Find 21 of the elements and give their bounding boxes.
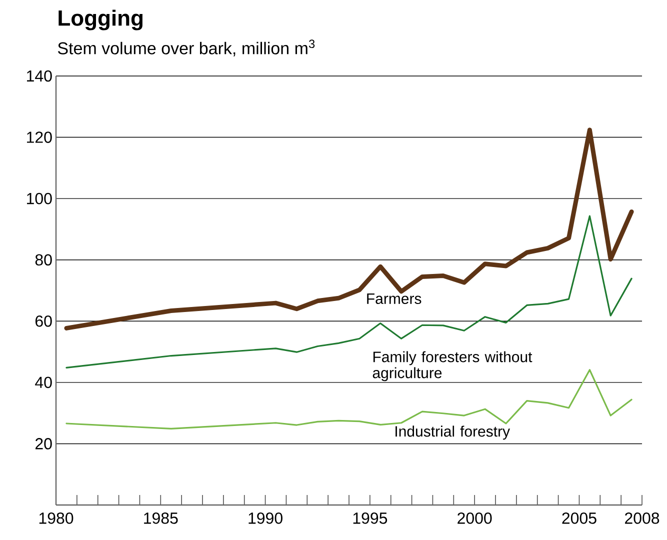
line-series <box>66 215 632 369</box>
x-tick-label: 2000 <box>458 512 492 524</box>
x-tick-label: 1990 <box>248 512 282 524</box>
y-tick-label: 100 <box>27 192 52 204</box>
x-tick-label: 2008 <box>625 512 660 524</box>
y-tick-label: 40 <box>35 376 52 388</box>
x-tick-label: 2005 <box>562 512 596 524</box>
chart-subtitle: Stem volume over bark, million m$^{3}$ <box>58 40 315 56</box>
y-tick-label: 80 <box>35 254 52 266</box>
y-tick-label: 20 <box>35 438 52 450</box>
y-tick-label: 120 <box>27 132 52 143</box>
y-tick-label: 140 <box>27 70 52 82</box>
series-label: Industrial forestry <box>396 426 510 440</box>
x-tick-label: 1980 <box>39 512 74 524</box>
line-series <box>64 128 634 330</box>
y-tick-label: 60 <box>35 315 52 327</box>
x-tick-label: 1995 <box>353 512 388 524</box>
series-label: Farmers <box>367 294 422 304</box>
x-tick-label: 1985 <box>144 512 178 524</box>
series-label: Family foresters without agriculture <box>372 351 532 382</box>
chart-title: Logging <box>58 10 142 30</box>
